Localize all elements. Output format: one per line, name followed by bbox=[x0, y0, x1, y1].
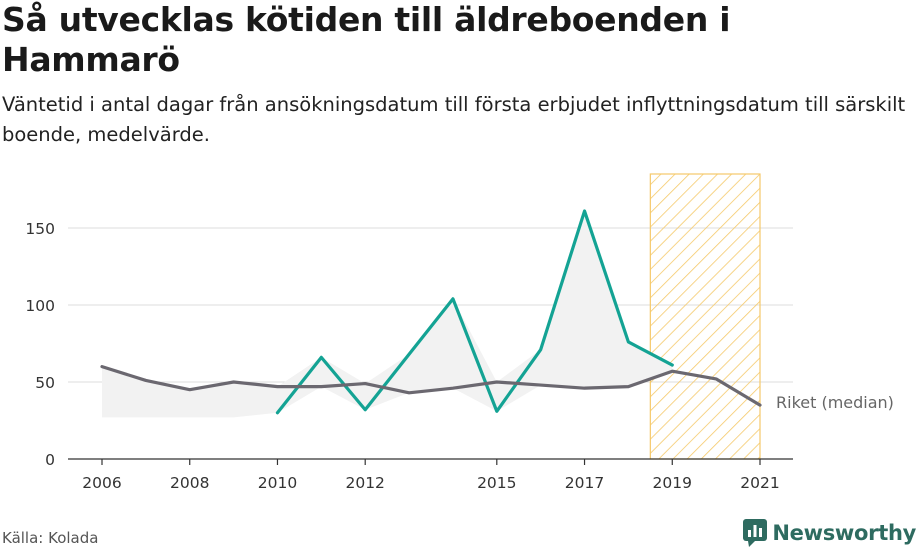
x-axis: 2006 2008 2010 2012 2015 2017 2019 2021 bbox=[68, 458, 793, 492]
y-tick-label: 50 bbox=[35, 374, 55, 392]
brand-logo: Newsworthy bbox=[743, 519, 916, 547]
x-tick-label: 2017 bbox=[565, 474, 604, 492]
y-tick-label: 100 bbox=[25, 297, 55, 315]
difference-fill bbox=[102, 211, 673, 418]
x-tick-label: 2012 bbox=[345, 474, 384, 492]
chart-subtitle: Väntetid i antal dagar från ansökningsda… bbox=[2, 93, 906, 146]
source-note: Källa: Kolada bbox=[2, 529, 99, 547]
series-label: Riket (median) bbox=[776, 393, 894, 412]
x-tick-label: 2021 bbox=[740, 474, 779, 492]
x-tick-label: 2019 bbox=[653, 474, 692, 492]
x-tick-label: 2008 bbox=[170, 474, 209, 492]
brand-name: Newsworthy bbox=[772, 521, 916, 545]
x-tick-label: 2010 bbox=[258, 474, 297, 492]
y-tick-label: 150 bbox=[25, 220, 55, 238]
series-labels: Riket (median) bbox=[776, 393, 894, 412]
series-line-riket bbox=[100, 365, 762, 407]
highlight-band bbox=[649, 173, 761, 460]
y-tick-label: 0 bbox=[45, 451, 55, 469]
x-tick-label: 2015 bbox=[477, 474, 516, 492]
x-tick-label: 2006 bbox=[82, 474, 121, 492]
chart-title: Så utvecklas kötiden till äldreboenden i… bbox=[2, 0, 731, 79]
highlight-period bbox=[649, 173, 761, 460]
series-lines bbox=[100, 209, 762, 415]
newsworthy-logo-icon bbox=[743, 519, 768, 547]
area-fill bbox=[102, 211, 673, 418]
